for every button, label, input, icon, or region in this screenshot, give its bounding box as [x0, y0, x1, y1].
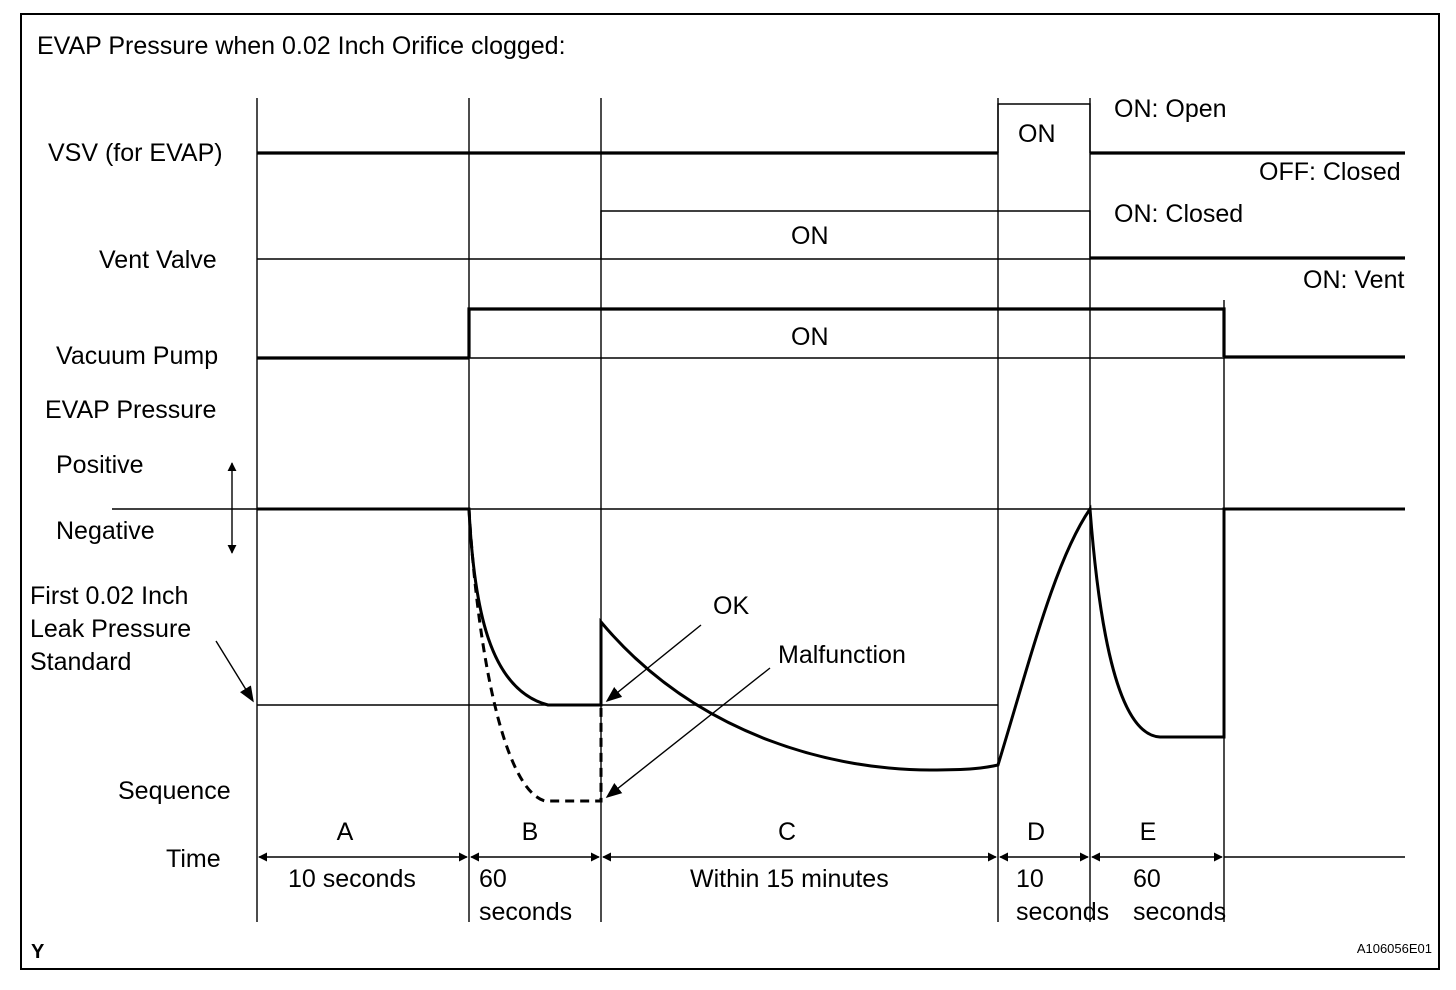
step-time: seconds — [1016, 898, 1109, 926]
step-time: seconds — [1133, 898, 1226, 926]
step-time: 60 — [1133, 865, 1161, 893]
ok-label: OK — [713, 592, 749, 620]
vacuum-pump-signal: Vacuum Pump ON — [56, 307, 1405, 370]
step-time: 10 seconds — [288, 865, 416, 893]
step-name: D — [1027, 818, 1045, 846]
vent-label: Vent Valve — [99, 246, 217, 274]
vent-valve-signal: Vent Valve ON ON: Closed ON: Vent — [99, 200, 1405, 294]
malfunction-label: Malfunction — [778, 641, 906, 669]
ok-arrow — [605, 624, 702, 703]
vsv-signal: VSV (for EVAP) ON ON: Open OFF: Closed — [48, 95, 1405, 186]
malfunction-arrow — [605, 667, 771, 798]
step-time: Within 15 minutes — [690, 865, 889, 893]
positive-label: Positive — [56, 451, 144, 479]
step-name: B — [522, 818, 539, 846]
negative-label: Negative — [56, 517, 155, 545]
vent-off-state: ON: Vent — [1303, 266, 1404, 294]
vsv-on-text: ON — [1018, 120, 1056, 148]
standard-label-line1: First 0.02 Inch — [30, 582, 188, 610]
corner-mark: Y — [31, 941, 45, 963]
evap-pressure-section: EVAP Pressure Positive Negative First 0.… — [30, 396, 1405, 803]
step-name: C — [778, 818, 796, 846]
pressure-trace — [257, 504, 1405, 772]
diagram-frame — [20, 13, 1440, 970]
time-label: Time — [166, 845, 221, 873]
figure-code: A106056E01 — [1357, 941, 1432, 956]
pump-label: Vacuum Pump — [56, 342, 218, 370]
sequence-label: Sequence — [118, 777, 231, 805]
vent-on-text: ON — [791, 222, 829, 250]
standard-label-line3: Standard — [30, 648, 131, 676]
step-time: 10 — [1016, 865, 1044, 893]
vent-on-state: ON: Closed — [1114, 200, 1243, 228]
diagram-title: EVAP Pressure when 0.02 Inch Orifice clo… — [37, 32, 566, 60]
step-time: seconds — [479, 898, 572, 926]
vsv-label: VSV (for EVAP) — [48, 139, 223, 167]
step-time: 60 — [479, 865, 507, 893]
standard-label-line2: Leak Pressure — [30, 615, 191, 643]
step-name: E — [1140, 818, 1157, 846]
step-name: A — [337, 818, 354, 846]
pressure-label: EVAP Pressure — [45, 396, 216, 424]
vsv-off-state: OFF: Closed — [1259, 158, 1401, 186]
malfunction-trace — [467, 508, 603, 803]
vsv-on-state: ON: Open — [1114, 95, 1227, 123]
standard-pointer-arrow — [215, 640, 254, 703]
sequence-section: Sequence Time A B C D E 10 seconds 60 se… — [118, 777, 1405, 926]
pump-on-text: ON — [791, 323, 829, 351]
